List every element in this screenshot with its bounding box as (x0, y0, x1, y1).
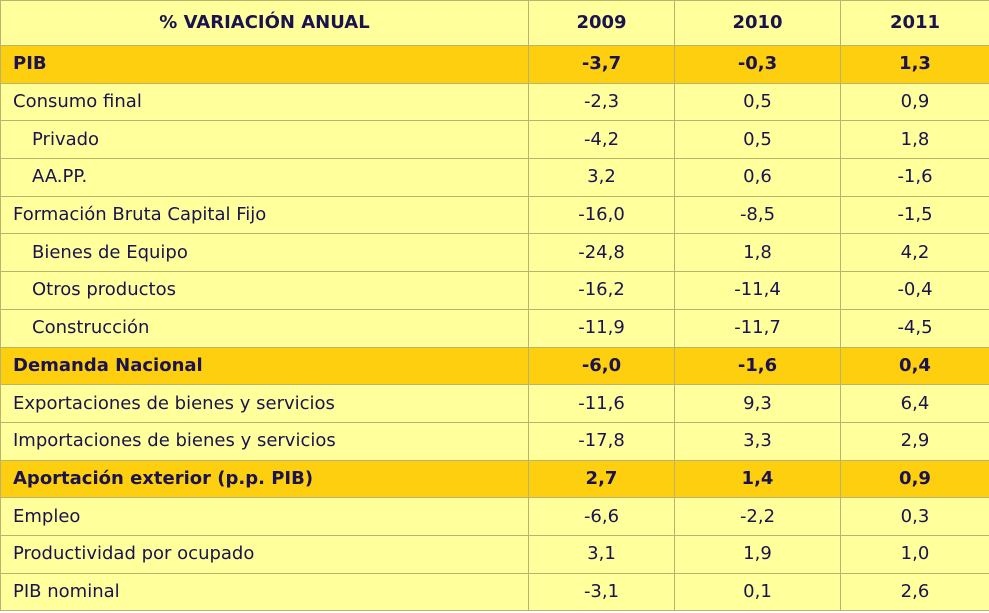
cell-2011: 0,3 (840, 497, 989, 536)
cell-2009: -3,1 (528, 572, 675, 612)
cell-2010: 0,1 (674, 572, 841, 612)
table-row: Aportación exterior (p.p. PIB) 2,7 1,4 0… (0, 459, 989, 499)
row-label: Otros productos (0, 271, 529, 310)
cell-2009: 2,7 (528, 459, 675, 499)
table-row: Exportaciones de bienes y servicios -11,… (0, 384, 989, 423)
row-label: Bienes de Equipo (0, 233, 529, 273)
cell-2010: 0,5 (674, 120, 841, 160)
cell-2011: 2,6 (840, 572, 989, 612)
cell-2011: 0,9 (840, 459, 989, 499)
row-label: Consumo final (0, 82, 529, 122)
row-label: Aportación exterior (p.p. PIB) (0, 459, 529, 499)
row-label: PIB nominal (0, 572, 529, 612)
cell-2010: -8,5 (674, 195, 841, 235)
cell-2010: 1,8 (674, 233, 841, 273)
row-label: Demanda Nacional (0, 346, 529, 386)
row-label: Importaciones de bienes y servicios (0, 421, 529, 461)
row-label: Empleo (0, 497, 529, 536)
cell-2011: -0,4 (840, 271, 989, 310)
table-row: Importaciones de bienes y servicios -17,… (0, 421, 989, 461)
cell-2009: -6,6 (528, 497, 675, 536)
cell-2009: -11,9 (528, 308, 675, 348)
cell-2011: 1,0 (840, 534, 989, 574)
cell-2009: -3,7 (528, 45, 675, 84)
cell-2009: -11,6 (528, 384, 675, 423)
table-row: AA.PP. 3,2 0,6 -1,6 (0, 158, 989, 197)
header-row: % VARIACIÓN ANUAL 2009 2010 2011 (0, 0, 989, 46)
cell-2009: 3,1 (528, 534, 675, 574)
cell-2011: -1,5 (840, 195, 989, 235)
row-label: AA.PP. (0, 158, 529, 197)
table-row: PIB -3,7 -0,3 1,3 (0, 45, 989, 84)
table-row: Bienes de Equipo -24,8 1,8 4,2 (0, 233, 989, 273)
cell-2010: -0,3 (674, 45, 841, 84)
cell-2010: -11,7 (674, 308, 841, 348)
table-row: Empleo -6,6 -2,2 0,3 (0, 497, 989, 536)
table-row: PIB nominal -3,1 0,1 2,6 (0, 572, 989, 612)
cell-2009: -17,8 (528, 421, 675, 461)
cell-2011: 0,4 (840, 346, 989, 386)
cell-2009: -6,0 (528, 346, 675, 386)
table-row: Productividad por ocupado 3,1 1,9 1,0 (0, 534, 989, 574)
cell-2011: -1,6 (840, 158, 989, 197)
cell-2009: -2,3 (528, 82, 675, 122)
table-row: Privado -4,2 0,5 1,8 (0, 120, 989, 160)
table-row: Formación Bruta Capital Fijo -16,0 -8,5 … (0, 195, 989, 235)
table-row: Consumo final -2,3 0,5 0,9 (0, 82, 989, 122)
cell-2010: 1,4 (674, 459, 841, 499)
cell-2010: 9,3 (674, 384, 841, 423)
row-label: Formación Bruta Capital Fijo (0, 195, 529, 235)
row-label: Exportaciones de bienes y servicios (0, 384, 529, 423)
cell-2011: -4,5 (840, 308, 989, 348)
row-label: Construcción (0, 308, 529, 348)
table-row: Otros productos -16,2 -11,4 -0,4 (0, 271, 989, 310)
cell-2011: 1,8 (840, 120, 989, 160)
cell-2011: 0,9 (840, 82, 989, 122)
cell-2011: 2,9 (840, 421, 989, 461)
cell-2010: 1,9 (674, 534, 841, 574)
cell-2009: -4,2 (528, 120, 675, 160)
cell-2009: -16,0 (528, 195, 675, 235)
row-label: Privado (0, 120, 529, 160)
cell-2009: -16,2 (528, 271, 675, 310)
header-label: % VARIACIÓN ANUAL (0, 0, 529, 46)
cell-2010: -2,2 (674, 497, 841, 536)
cell-2010: 0,6 (674, 158, 841, 197)
row-label: Productividad por ocupado (0, 534, 529, 574)
row-label: PIB (0, 45, 529, 84)
header-year-2010: 2010 (674, 0, 841, 46)
cell-2010: 3,3 (674, 421, 841, 461)
cell-2009: -24,8 (528, 233, 675, 273)
cell-2010: -1,6 (674, 346, 841, 386)
cell-2011: 1,3 (840, 45, 989, 84)
cell-2011: 6,4 (840, 384, 989, 423)
cell-2010: 0,5 (674, 82, 841, 122)
cell-2009: 3,2 (528, 158, 675, 197)
cell-2011: 4,2 (840, 233, 989, 273)
table-row: Construcción -11,9 -11,7 -4,5 (0, 308, 989, 348)
cell-2010: -11,4 (674, 271, 841, 310)
header-year-2011: 2011 (840, 0, 989, 46)
table-row: Demanda Nacional -6,0 -1,6 0,4 (0, 346, 989, 386)
header-year-2009: 2009 (528, 0, 675, 46)
